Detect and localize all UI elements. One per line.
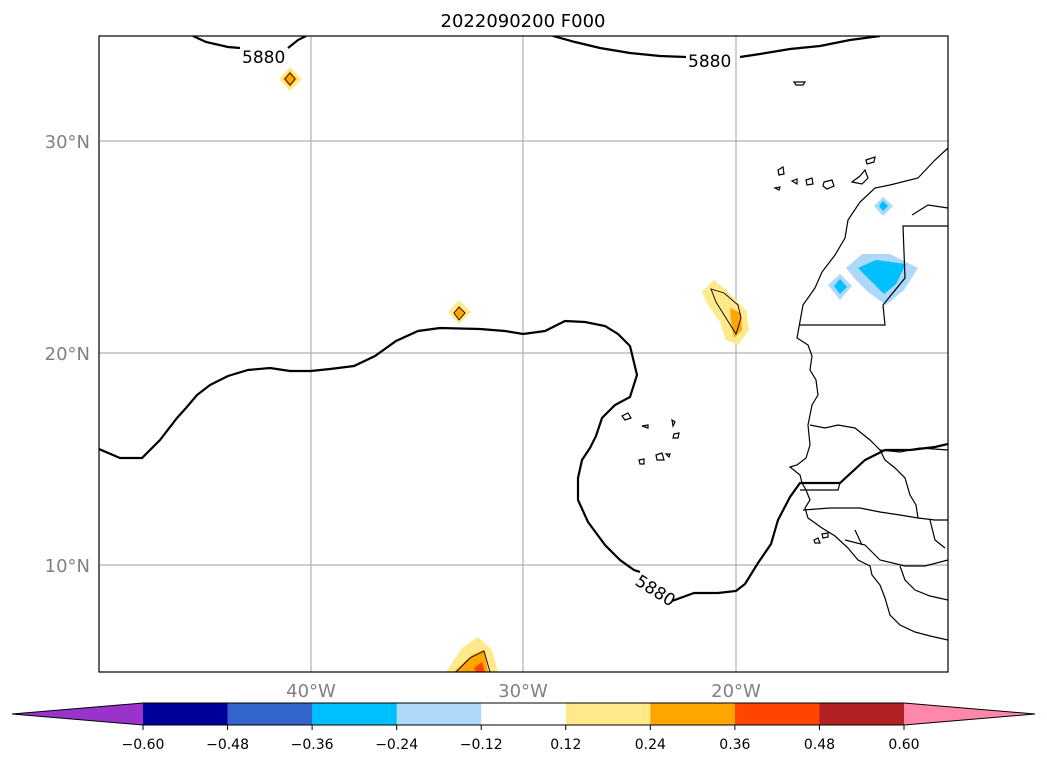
contour-label-2: 5880 <box>688 52 731 72</box>
contour-5880-main <box>99 319 641 574</box>
colorbar-segment <box>396 703 482 725</box>
colorbar-extension-high <box>904 703 1035 725</box>
patch-positive-1-core <box>283 71 297 87</box>
colorbar-tick-label: 0.24 <box>635 737 666 753</box>
colorbar-tick-label: −0.60 <box>122 737 165 753</box>
lat-label-20n: 20°N <box>45 344 90 365</box>
lon-label-30w: 30°W <box>498 681 548 702</box>
colorbar-segment <box>481 703 567 725</box>
height-contours <box>99 36 948 603</box>
colorbar-tick-label: −0.24 <box>375 737 418 753</box>
map-title: 2022090200 F000 <box>441 11 606 32</box>
colorbar-tick-label: 0.60 <box>888 737 919 753</box>
colorbar-segment <box>227 703 313 725</box>
colorbar-segment <box>565 703 651 725</box>
colorbar-tick-label: 0.36 <box>719 737 750 753</box>
contour-5880-north-left <box>552 36 687 59</box>
colorbar-tick-label: −0.36 <box>291 737 334 753</box>
colorbar-tick-label: −0.12 <box>460 737 503 753</box>
colorbar-segment <box>312 703 398 725</box>
contour-5880-nw-left <box>192 36 241 50</box>
lon-labels: 40°W 30°W 20°W <box>286 681 761 702</box>
contour-5880-east <box>671 442 948 603</box>
coastlines <box>621 81 948 641</box>
colorbar-extension-low <box>12 703 143 725</box>
lat-labels: 30°N 20°N 10°N <box>45 132 90 577</box>
colorbar-tick-label: 0.48 <box>804 737 835 753</box>
contour-5880-north-right <box>739 36 881 59</box>
lat-label-10n: 10°N <box>45 556 90 577</box>
contour-5880-nw-right <box>287 36 307 49</box>
colorbar-segment <box>734 703 820 725</box>
shading-patches <box>279 67 918 672</box>
gridlines <box>99 36 948 672</box>
map-border <box>98 35 949 673</box>
lon-label-40w: 40°W <box>286 681 336 702</box>
lat-label-30n: 30°N <box>45 132 90 153</box>
colorbar-segment <box>650 703 736 725</box>
contour-label-1: 5880 <box>242 48 285 68</box>
colorbar-tick-label: −0.48 <box>206 737 249 753</box>
colorbar-segment <box>819 703 905 725</box>
colorbar-segment <box>143 703 229 725</box>
map-panel: 5880 5880 5880 <box>98 35 949 673</box>
colorbar: −0.60 −0.48 −0.36 −0.24 −0.12 0.12 0.24 0.36 0.4… <box>11 702 1036 753</box>
colorbar-tick-label: 0.12 <box>550 737 581 753</box>
lon-label-20w: 20°W <box>711 681 761 702</box>
